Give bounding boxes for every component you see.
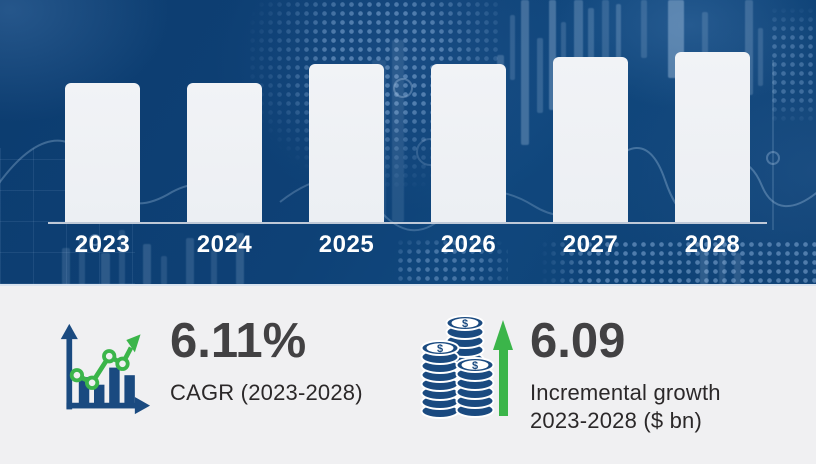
growth-chart-icon	[60, 323, 151, 415]
bar-column: 2023	[65, 0, 140, 258]
candlestick-bar-decoration	[602, 0, 609, 65]
candlestick-bar-decoration	[616, 4, 621, 104]
year-tick-label: 2027	[562, 231, 619, 258]
candlestick-bar-decoration	[702, 12, 708, 74]
chart-bar-2027	[553, 57, 628, 222]
incremental-label-line1: Incremental growth	[530, 380, 721, 405]
bar-column: 2027	[553, 0, 628, 258]
chart-bar-2024	[187, 83, 262, 222]
year-tick-label: 2025	[318, 231, 375, 258]
year-tick-label: 2028	[684, 231, 741, 258]
incremental-label-line2: 2023-2028 ($ bn)	[530, 408, 702, 433]
candlestick-bar-decoration	[119, 230, 125, 284]
candlestick-bar-decoration	[186, 238, 194, 284]
candlestick-bar-decoration	[549, 0, 556, 110]
candlestick-bar-decoration	[79, 236, 85, 284]
chart-bar-2028	[675, 52, 750, 222]
candlestick-bar-decoration	[211, 250, 217, 284]
hero-banner: 2023 2024 2025 2026 2027 2028	[0, 0, 816, 284]
candlestick-bar-decoration	[101, 253, 110, 284]
chart-bar-2025	[309, 64, 384, 222]
candlestick-bar-decoration	[161, 256, 167, 284]
candlestick-bar-decoration	[510, 15, 515, 80]
candlestick-bar-decoration	[561, 22, 566, 82]
bar-chart: 2023 2024 2025 2026 2027 2028	[48, 0, 767, 258]
candlestick-bar-decoration	[236, 233, 244, 284]
bar-column: 2026	[431, 0, 506, 258]
section-divider	[0, 284, 816, 286]
candlestick-bar-decoration	[537, 38, 543, 113]
dollar-sign: $	[437, 343, 443, 355]
cagr-value: 6.11%	[170, 314, 307, 368]
dots-decoration-right-edge	[770, 6, 816, 126]
dollar-sign: $	[472, 360, 478, 372]
growth-line-icon	[69, 334, 141, 390]
bar-column: 2028	[675, 0, 750, 258]
coins-stack-icon: $ $ $	[420, 315, 513, 419]
candlestick-bar-decoration	[745, 0, 753, 95]
candlestick-bar-decoration	[700, 248, 708, 284]
candlestick-bar-decoration	[734, 253, 741, 284]
incremental-value: 6.09	[530, 314, 626, 368]
candlestick-bar-decoration	[143, 244, 151, 284]
dots-decoration-bottom-left	[396, 238, 508, 284]
up-arrow-icon	[493, 320, 513, 416]
year-tick-label: 2024	[196, 231, 253, 258]
bar-column: 2025	[309, 0, 384, 258]
chart-baseline	[48, 222, 767, 224]
year-tick-label: 2026	[440, 231, 497, 258]
candlestick-bar-decoration	[641, 0, 647, 58]
stats-panel: 6.11% CAGR (2023-2028)	[0, 286, 816, 464]
candlestick-bar-decoration	[521, 0, 529, 145]
candlestick-bar-decoration	[62, 248, 70, 284]
candlestick-bar-decoration	[588, 8, 594, 93]
dots-decoration-bottom-right	[540, 240, 816, 284]
candlestick-bar-decoration	[758, 28, 763, 86]
candlestick-bar-decoration	[392, 40, 404, 222]
year-tick-label: 2023	[74, 231, 131, 258]
chart-bar-2023	[65, 83, 140, 222]
coin-faces: $ $ $	[426, 318, 489, 372]
stat-incremental-growth: 6.09 Incremental growth 2023-2028 ($ bn)	[530, 316, 721, 435]
chart-bar-2026	[431, 64, 506, 222]
stat-cagr: 6.11% CAGR (2023-2028)	[170, 316, 363, 407]
bar-column: 2024	[187, 0, 262, 258]
cagr-label: CAGR (2023-2028)	[170, 380, 363, 405]
dollar-sign: $	[462, 318, 468, 330]
candlestick-bar-decoration	[719, 236, 725, 284]
